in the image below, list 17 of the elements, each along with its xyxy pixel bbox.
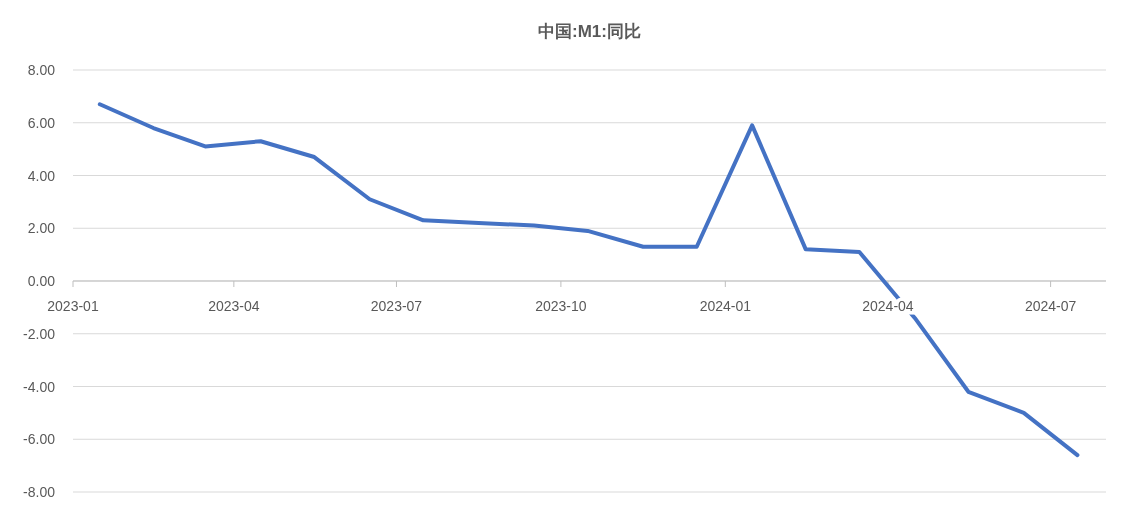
y-tick-label: -2.00 bbox=[23, 325, 56, 342]
y-tick-label: 2.00 bbox=[27, 220, 56, 237]
y-tick-label: 4.00 bbox=[27, 167, 56, 184]
y-tick-label: -8.00 bbox=[23, 484, 56, 500]
x-tick-label: 2023-10 bbox=[535, 298, 587, 314]
x-tick-label: 2023-04 bbox=[208, 298, 260, 314]
y-tick-label: -4.00 bbox=[23, 378, 56, 395]
x-tick-label: 2024-07 bbox=[1024, 298, 1077, 314]
y-tick-label: 6.00 bbox=[27, 114, 56, 131]
x-tick-label: 2023-07 bbox=[370, 298, 423, 314]
line-series bbox=[97, 102, 1080, 458]
x-tick-label: 2024-01 bbox=[699, 298, 752, 314]
y-tick-label: -6.00 bbox=[23, 431, 56, 448]
y-tick-label: 8.00 bbox=[27, 62, 56, 78]
x-tick-label: 2023-01 bbox=[47, 298, 99, 314]
chart-title: 中国:M1:同比 bbox=[538, 22, 641, 41]
y-tick-label: 0.00 bbox=[27, 273, 56, 289]
